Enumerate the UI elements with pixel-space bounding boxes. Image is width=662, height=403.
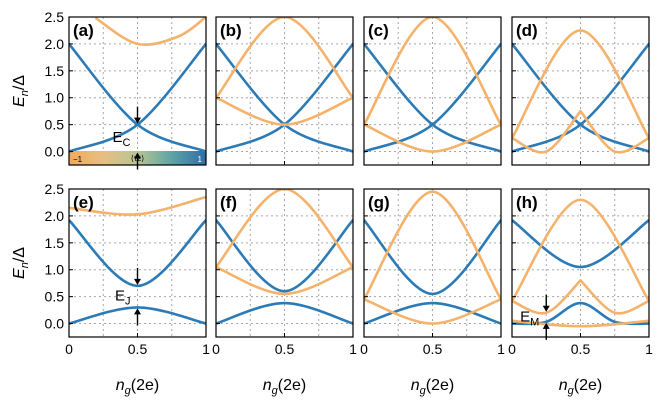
y-tick-label: 0.0 xyxy=(45,144,65,160)
annotation-label: EM xyxy=(520,308,539,328)
annotation-label: EJ xyxy=(115,288,131,308)
series-line-blue xyxy=(69,306,206,325)
y-tick-label: 0.5 xyxy=(45,117,65,133)
series-line-blue xyxy=(69,42,206,153)
series-line-orange xyxy=(364,190,501,301)
arrow-head xyxy=(134,308,141,315)
series-line-orange xyxy=(364,17,501,126)
x-axis-label: ng(2e) xyxy=(559,377,602,397)
x-tick-label: 0 xyxy=(212,341,220,357)
annotation-e: EJ xyxy=(115,267,141,326)
panel-label: (e) xyxy=(73,193,94,212)
series-line-orange xyxy=(512,109,582,154)
panel-label: (b) xyxy=(220,21,242,40)
panel-e: EJ 0 0.5 1 0.0 0.5 1.0 1.5 2.0 2.5 (e) xyxy=(45,181,211,357)
x-tick-label: 0.5 xyxy=(423,341,443,357)
series-line-orange xyxy=(216,96,353,126)
y-axis-label: En/Δ xyxy=(11,247,31,279)
series-group xyxy=(512,198,649,328)
series-group xyxy=(69,17,206,153)
series-line-blue xyxy=(216,218,353,293)
y-tick-label: 2.5 xyxy=(45,9,65,25)
panel-label: (a) xyxy=(73,21,94,40)
y-tick-label: 1.5 xyxy=(45,63,65,79)
x-axis-label: ng(2e) xyxy=(263,377,306,397)
annotation-a: EC xyxy=(113,106,141,170)
x-tick-label: 1 xyxy=(645,341,653,357)
series-group xyxy=(364,17,501,153)
series-group xyxy=(364,190,501,325)
y-tick-label: 2.0 xyxy=(45,36,65,52)
arrow-head xyxy=(542,322,550,329)
x-tick-label: 0.5 xyxy=(275,341,295,357)
x-tick-label: 0 xyxy=(508,341,516,357)
arrow-head xyxy=(134,152,141,159)
panel-h: EM0 0.5 1 (h) xyxy=(508,188,653,357)
series-line-orange xyxy=(364,123,501,153)
series-line-blue xyxy=(512,42,649,153)
y-tick-label: 1.0 xyxy=(45,90,65,106)
panel-b: (b) xyxy=(215,16,354,166)
series-line-orange xyxy=(512,279,582,315)
series-line-blue xyxy=(364,42,501,153)
series-line-blue xyxy=(364,301,501,325)
series-group xyxy=(216,17,353,153)
series-line-blue xyxy=(364,218,501,296)
y-tick-label: 2.5 xyxy=(45,181,65,197)
panel-f: 0 0.5 1 (f) xyxy=(212,188,357,357)
series-line-orange xyxy=(364,298,501,325)
y-tick-label: 1.5 xyxy=(45,235,65,251)
x-axis-label: ng(2e) xyxy=(116,377,159,397)
panel-label: (g) xyxy=(368,193,390,212)
colorbar-min-label: −1 xyxy=(73,155,83,164)
x-tick-label: 1 xyxy=(349,341,357,357)
colorbar-max-label: 1 xyxy=(198,155,203,164)
series-line-orange xyxy=(512,319,649,328)
y-tick-label: 0.0 xyxy=(45,316,65,332)
x-tick-label: 0.5 xyxy=(571,341,591,357)
x-tick-label: 1 xyxy=(202,341,210,357)
y-tick-label: 2.0 xyxy=(45,208,65,224)
series-line-blue xyxy=(216,301,353,325)
series-group xyxy=(512,29,649,154)
x-axis-label: ng(2e) xyxy=(411,377,454,397)
panel-label: (c) xyxy=(368,21,389,40)
series-group xyxy=(216,189,353,325)
y-axis-label: En/Δ xyxy=(11,75,31,107)
y-tick-label: 1.0 xyxy=(45,262,65,278)
series-line-orange xyxy=(95,17,206,46)
x-tick-label: 0 xyxy=(360,341,368,357)
series-line-blue xyxy=(69,218,206,288)
series-line-orange xyxy=(216,189,353,269)
panel-g: 0 0.5 1 (g) xyxy=(360,188,505,357)
arrow-head xyxy=(134,278,141,285)
series-line-orange xyxy=(216,265,353,296)
x-tick-label: 0 xyxy=(65,341,73,357)
annotation-h: EM xyxy=(520,294,550,340)
panel-label: (d) xyxy=(516,21,538,40)
y-tick-label: 0.5 xyxy=(45,289,65,305)
arrow-head xyxy=(134,117,141,124)
panel-label: (f) xyxy=(220,193,237,212)
series-line-orange xyxy=(579,109,649,154)
series-line-orange xyxy=(69,195,206,216)
annotation-label: EC xyxy=(113,129,131,149)
panel-c: (c) xyxy=(363,16,502,166)
arrow-head xyxy=(542,305,550,312)
panel-label: (h) xyxy=(516,193,538,212)
series-group xyxy=(69,195,206,325)
series-line-orange xyxy=(512,198,649,303)
series-line-orange xyxy=(579,279,649,315)
panel-d: (d) xyxy=(511,16,650,166)
series-line-orange xyxy=(216,17,353,100)
x-tick-label: 1 xyxy=(497,341,505,357)
series-line-blue xyxy=(512,218,649,269)
x-tick-label: 0.5 xyxy=(128,341,148,357)
series-line-orange xyxy=(512,29,649,140)
